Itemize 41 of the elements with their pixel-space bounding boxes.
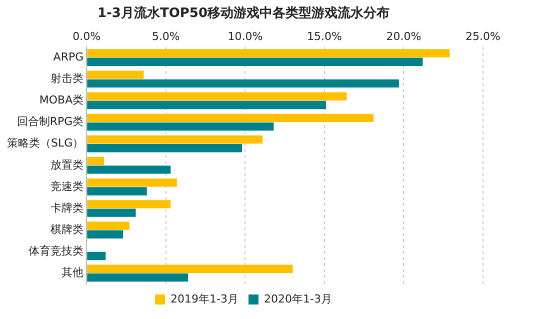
x-tick-label: 5.0% [152,30,180,44]
x-tick-label: 10.0% [228,30,263,44]
legend-label: 2019年1-3月 [170,292,239,306]
bar [87,135,263,144]
bar [87,58,423,66]
bar [87,49,450,58]
bar [87,200,171,208]
bar [87,100,326,110]
y-tick-label: 体育竞技类 [28,244,84,258]
legend-label: 2020年1-3月 [264,292,332,306]
y-tick-label: 射击类 [50,72,84,86]
bar [87,114,374,122]
bar [87,222,130,230]
x-tick-label: 25.0% [466,30,500,44]
y-tick-label: 其他 [62,266,84,280]
y-tick-label: MOBA类 [39,94,84,107]
x-tick-label: 15.0% [306,30,342,44]
bar [87,79,399,88]
x-tick-label: 0.0% [72,30,101,44]
bar [87,70,144,79]
bar [87,156,104,166]
bar [87,252,106,260]
y-tick-label: 放置类 [50,158,84,172]
bar [87,187,147,196]
bar [87,92,347,100]
bar [87,264,293,274]
bar [87,144,242,152]
y-tick-label: 棋牌类 [50,222,84,236]
x-tick-label: 20.0% [386,30,422,44]
bar [87,208,136,217]
bar [87,178,178,187]
bar [87,230,124,238]
bar [87,273,188,282]
chart-title: 1-3月流水TOP50移动游戏中各类型游戏流水分布 [97,5,390,22]
y-tick-label: ARPG [53,50,84,64]
bar [87,122,274,131]
bar [87,166,171,174]
y-tick-label: 竞速类 [50,180,84,193]
y-tick-label: 回合制RPG类 [16,115,84,128]
y-tick-label: 卡牌类 [50,201,84,214]
y-tick-label: 策略类（SLG） [6,136,84,150]
